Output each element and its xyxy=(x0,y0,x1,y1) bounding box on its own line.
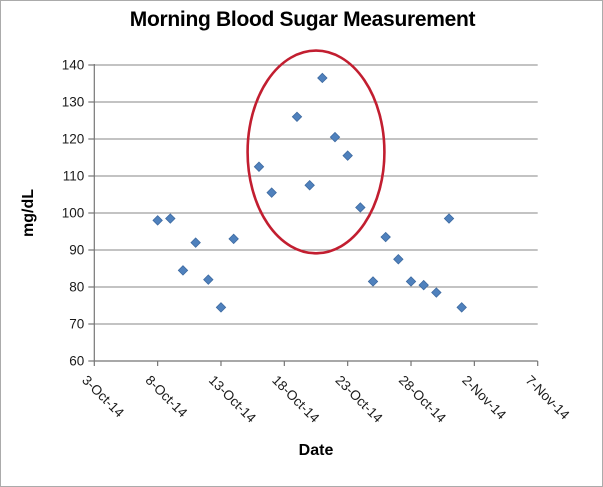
data-point-marker xyxy=(165,213,176,224)
data-point-marker xyxy=(355,202,366,213)
data-point-marker xyxy=(190,237,201,248)
data-point-marker xyxy=(304,180,315,191)
y-tick-label: 120 xyxy=(62,132,85,147)
x-tick-label: 7-Nov-14 xyxy=(523,373,573,423)
y-tick-label: 130 xyxy=(62,95,85,110)
x-tick-label: 8-Oct-14 xyxy=(143,373,191,421)
data-point-marker xyxy=(456,302,467,313)
chart-title: Morning Blood Sugar Measurement xyxy=(129,8,476,31)
data-point-marker xyxy=(329,131,341,143)
data-point-marker xyxy=(177,265,189,276)
data-point-marker xyxy=(443,213,455,224)
data-point-marker xyxy=(266,187,277,198)
data-point-marker xyxy=(253,161,265,172)
x-tick-label: 2-Nov-14 xyxy=(459,373,509,423)
data-point-marker xyxy=(393,254,404,265)
data-point-marker xyxy=(152,215,163,226)
data-point-marker xyxy=(418,279,429,291)
y-tick-label: 80 xyxy=(69,280,84,295)
x-tick-label: 18-Oct-14 xyxy=(269,373,322,426)
data-point-marker xyxy=(203,274,214,285)
data-point-marker xyxy=(380,231,391,243)
y-tick-label: 60 xyxy=(69,354,84,369)
data-point-marker xyxy=(317,72,328,84)
y-axis-title: mg/dL xyxy=(20,189,37,237)
x-tick-label: 3-Oct-14 xyxy=(79,373,127,421)
data-point-marker xyxy=(431,287,442,298)
x-tick-label: 23-Oct-14 xyxy=(333,373,386,426)
x-tick-label: 13-Oct-14 xyxy=(206,373,259,426)
y-tick-label: 70 xyxy=(69,317,84,332)
y-tick-label: 110 xyxy=(63,169,85,184)
annotation-ellipse xyxy=(246,49,386,255)
data-point-marker xyxy=(367,276,379,287)
data-point-marker xyxy=(215,302,227,313)
data-point-marker xyxy=(342,150,353,161)
data-point-marker xyxy=(291,111,303,123)
x-axis-title: Date xyxy=(298,442,334,459)
y-tick-label: 100 xyxy=(62,206,85,221)
y-tick-label: 90 xyxy=(69,243,84,258)
x-tick-label: 28-Oct-14 xyxy=(396,373,449,426)
data-point-marker xyxy=(405,276,417,287)
y-tick-label: 140 xyxy=(62,58,85,73)
data-point-marker xyxy=(228,233,239,245)
